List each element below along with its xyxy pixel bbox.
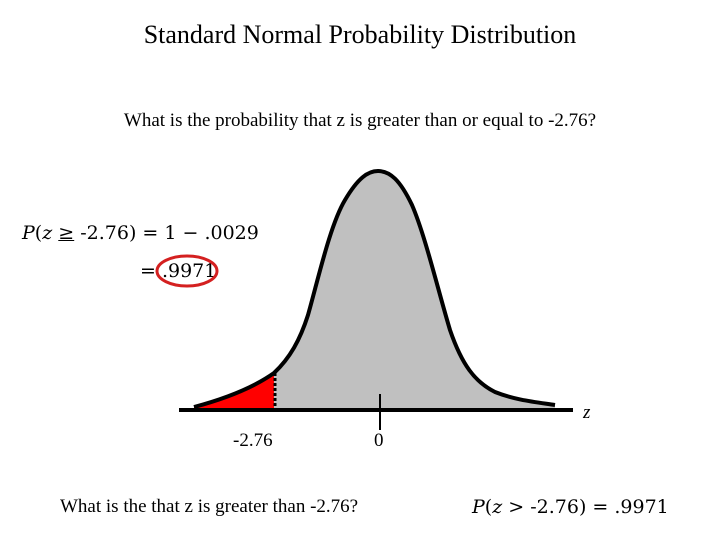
- left-tail-area: [194, 373, 274, 410]
- result-equation: = .9971: [140, 260, 216, 282]
- p-symbol: P: [472, 496, 485, 518]
- z-axis-label: z: [582, 402, 591, 423]
- equation-rest: -2.76) = 1 − .0029: [74, 222, 259, 244]
- z-variable: z: [42, 222, 53, 244]
- z-variable: z: [492, 496, 503, 518]
- p-symbol: P: [22, 222, 35, 244]
- highlight-ellipse: [155, 254, 219, 288]
- bottom-question: What is the that z is greater than -2.76…: [60, 496, 359, 517]
- result-value: .9971: [161, 260, 217, 282]
- tick-label-zero: 0: [374, 430, 384, 451]
- page-title: Standard Normal Probability Distribution: [143, 20, 577, 49]
- normal-curve: [193, 168, 556, 409]
- bottom-answer: P(z > -2.76) = .9971: [472, 496, 669, 518]
- open-paren: (: [484, 496, 493, 518]
- tick-label-cutoff: -2.76: [233, 430, 273, 451]
- question-text: What is the probability that z is greate…: [123, 110, 597, 131]
- probability-equation: P(z ≥ -2.76) = 1 − .0029: [22, 222, 259, 244]
- geq-symbol: ≥: [58, 222, 75, 244]
- open-paren: (: [34, 222, 43, 244]
- equals-sign: =: [140, 260, 162, 282]
- body-area: [274, 171, 555, 410]
- answer-rest: > -2.76) = .9971: [502, 496, 669, 518]
